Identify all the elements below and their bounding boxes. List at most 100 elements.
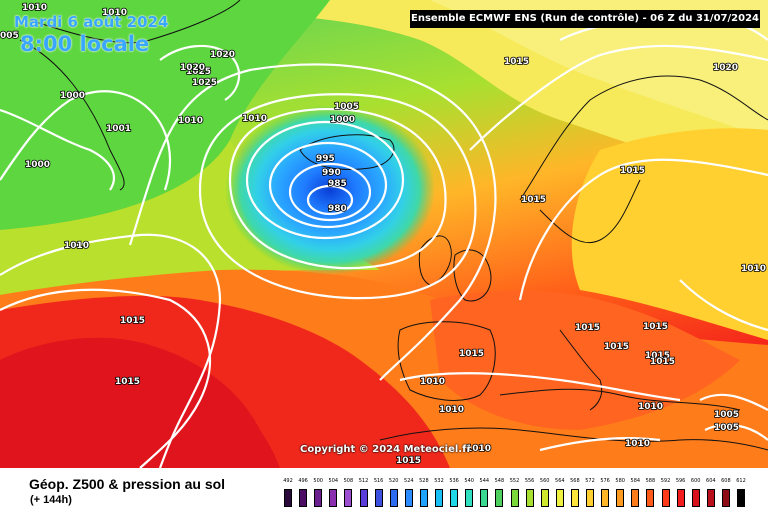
scale-labels: 492 496 500 504 508 512 516 520 524 528 532 536 540 5…	[282, 478, 752, 488]
scale-swatch	[344, 489, 353, 507]
isobar-label: 1015	[575, 323, 600, 333]
isobar-label: 1000	[25, 160, 50, 170]
footer-bar	[0, 468, 768, 512]
isobar-label: 1010	[741, 264, 766, 274]
scale-swatch	[540, 489, 549, 507]
isobar-1015-west	[0, 233, 222, 468]
scale-swatches	[282, 489, 752, 507]
isobar-1015-europe	[469, 44, 768, 151]
scale-label: 500	[313, 478, 323, 484]
scale-swatch	[616, 489, 625, 507]
scale-label: 536	[449, 478, 459, 484]
isobar-greenland-1	[0, 108, 116, 191]
scale-swatch	[525, 489, 534, 507]
scandinavia-coast	[519, 75, 768, 244]
isobar-label: 1020	[713, 63, 738, 73]
isobar-label: 1005	[714, 423, 739, 433]
isobar-label: 1010	[625, 439, 650, 449]
forecast-hours: (+ 144h)	[30, 494, 72, 506]
isobar-label: 1015	[115, 377, 140, 387]
scale-label: 596	[675, 478, 686, 484]
isobar-label: 1001	[106, 124, 131, 134]
scale-swatch	[359, 489, 368, 507]
isobar-1010-southwest	[539, 436, 661, 452]
iceland-coast	[299, 134, 395, 170]
scale-label: 568	[570, 478, 580, 484]
scale-swatch	[299, 489, 308, 507]
isobar-greenland-2	[0, 90, 172, 191]
scale-swatch	[480, 489, 489, 507]
scale-swatch	[646, 489, 655, 507]
british-isles-coast	[418, 235, 492, 302]
isobar-label: 1015	[643, 322, 668, 332]
field-band-orange-east	[571, 128, 768, 340]
isobar-1005-east	[699, 393, 768, 441]
scale-swatch	[389, 489, 398, 507]
iberia-coast	[397, 321, 496, 401]
scale-label: 580	[615, 478, 625, 484]
scale-swatch	[691, 489, 700, 507]
isobar-label: 1000	[330, 115, 355, 125]
run-info-banner: Ensemble ECMWF ENS (Run de contrôle) - 0…	[410, 10, 760, 28]
isobar-1000	[228, 108, 447, 270]
isobar-labels: 1010 1010 005 1020 1025 1020 1025 1000 1…	[0, 2, 767, 467]
isobar-label: 1010	[242, 114, 267, 124]
scale-label: 540	[464, 478, 474, 484]
isobar-label: 1015	[650, 357, 675, 367]
isobar-label: 1010	[178, 116, 203, 126]
scale-label: 532	[434, 478, 444, 484]
isobar-label: 980	[328, 204, 347, 214]
scale-label: 548	[494, 478, 505, 484]
isobar-label: 1010	[420, 377, 445, 387]
forecast-local-time: 8:00 locale	[20, 32, 150, 56]
isobar-995	[245, 120, 405, 240]
weather-map: 1010 1010 005 1020 1025 1020 1025 1000 1…	[0, 0, 768, 468]
mediterranean-coast	[499, 329, 741, 411]
scale-label: 600	[690, 478, 701, 484]
scale-label: 512	[358, 478, 369, 484]
field-band-green-northwest	[0, 0, 330, 230]
scale-label: 520	[388, 478, 399, 484]
coastlines	[19, 0, 768, 451]
scale-swatch	[570, 489, 579, 507]
scale-label: 608	[721, 478, 731, 484]
scale-label: 572	[585, 478, 595, 484]
isobar-label: 1010	[22, 3, 47, 13]
isobar-label: 995	[316, 154, 335, 164]
color-scale-legend: 492 496 500 504 508 512 516 520 524 528 532 536 540 5…	[282, 478, 752, 508]
isobar-label: 990	[322, 168, 341, 178]
scale-swatch	[706, 489, 715, 507]
scale-swatch	[419, 489, 428, 507]
field-band-deep-red	[0, 337, 280, 468]
greenland-coast	[19, 0, 241, 191]
scale-label: 528	[419, 478, 429, 484]
isobar-1010-north	[128, 63, 497, 381]
isobar-label: 1015	[396, 456, 421, 466]
scale-label: 496	[298, 478, 308, 484]
scale-label: 560	[539, 478, 550, 484]
isobar-label: 1010	[638, 402, 663, 412]
isobar-greenland-3	[159, 44, 241, 101]
scale-label: 504	[328, 478, 339, 484]
copyright-text: Copyright © 2024 Meteociel.fr	[300, 444, 472, 455]
scale-swatch	[374, 489, 383, 507]
isobar-label: 1005	[714, 410, 739, 420]
isobar-1010-med	[399, 372, 681, 402]
isobar-label: 985	[328, 179, 347, 189]
scale-label: 544	[479, 478, 490, 484]
scale-swatch	[510, 489, 519, 507]
isobar-1020-azores	[0, 288, 212, 468]
isobar-990	[268, 141, 388, 229]
isobar-980	[306, 184, 354, 216]
scale-label: 516	[373, 478, 384, 484]
scale-label: 576	[600, 478, 610, 484]
isobar-label: 1020	[180, 63, 205, 73]
isobar-1015-scand	[518, 158, 768, 301]
forecast-date: Mardi 6 août 2024	[14, 13, 169, 31]
scale-swatch	[495, 489, 504, 507]
africa-coast	[379, 427, 768, 451]
scale-label: 492	[283, 478, 293, 484]
isobar-label: 1010	[439, 405, 464, 415]
scale-swatch	[314, 489, 323, 507]
scale-label: 588	[645, 478, 656, 484]
